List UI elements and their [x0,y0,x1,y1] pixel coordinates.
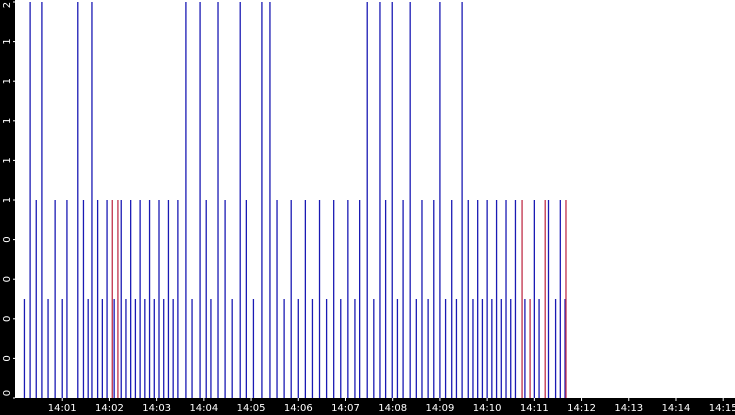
y-tick-label: 2 [2,2,13,8]
x-tick-label: 14:03 [142,403,171,414]
y-tick-label: 1 [2,157,13,163]
x-tick-label: 14:05 [237,403,266,414]
x-tick-label: 14:11 [520,403,549,414]
x-tick-label: 14:08 [378,403,407,414]
x-tick-label: 14:13 [614,403,643,414]
y-tick-label: 1 [2,78,13,84]
x-tick-label: 14:14 [662,403,691,414]
y-tick-label: 0 [2,316,13,322]
y-tick-label: 0 [2,355,13,361]
y-tick-label: 0 [2,390,13,396]
y-tick-label: 1 [2,118,13,124]
y-tick-label: 0 [2,276,13,282]
x-tick-label: 14:01 [48,403,77,414]
y-axis-strip [0,0,15,415]
x-tick-label: 14:09 [426,403,455,414]
x-tick-label: 14:07 [331,403,360,414]
x-tick-label: 14:04 [189,403,218,414]
x-tick-label: 14:10 [473,403,502,414]
x-tick-label: 14:06 [284,403,313,414]
x-tick-label: 14:15 [709,403,735,414]
x-tick-label: 14:12 [567,403,596,414]
x-axis-strip [0,398,735,415]
y-tick-label: 1 [2,38,13,44]
y-tick-label: 0 [2,236,13,242]
x-tick-label: 14:02 [95,403,124,414]
y-tick-label: 1 [2,197,13,203]
